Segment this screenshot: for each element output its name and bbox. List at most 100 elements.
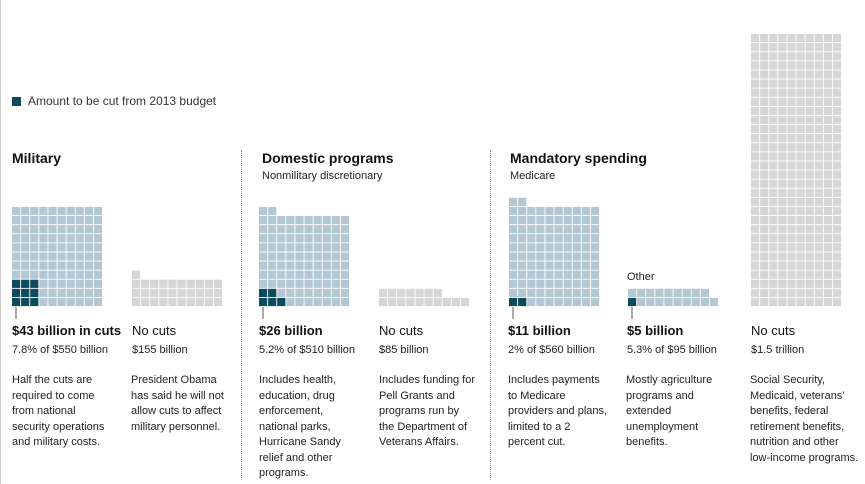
budget-square: [832, 252, 842, 261]
budget-square: [769, 170, 778, 179]
budget-square: [769, 179, 778, 188]
budget-square: [213, 297, 223, 307]
budget-square: [769, 70, 778, 79]
waffle-other: [628, 288, 719, 319]
budget-square: [769, 97, 778, 106]
budget-square: [823, 297, 832, 307]
budget-square: [518, 216, 527, 225]
budget-square: [527, 225, 536, 234]
budget-square: [509, 225, 518, 234]
budget-square: [304, 225, 313, 234]
budget-square: [545, 297, 554, 307]
budget-square: [760, 115, 769, 125]
budget-square: [823, 179, 832, 188]
budget-square: [814, 206, 823, 216]
desc-other: Mostly agriculture programs and extended u…: [626, 374, 713, 448]
budget-square: [769, 197, 778, 206]
budget-square: [277, 234, 286, 243]
budget-square: [778, 252, 787, 261]
budget-square: [554, 261, 563, 270]
budget-square: [295, 243, 304, 252]
budget-square: [778, 225, 787, 234]
budget-square: [313, 288, 322, 297]
budget-square: [21, 206, 30, 216]
amount-domestic-other: No cuts: [379, 323, 424, 338]
budget-square: [769, 252, 778, 261]
cut-square: [12, 288, 21, 297]
budget-square: [796, 152, 805, 161]
budget-square: [760, 288, 769, 297]
budget-square: [331, 216, 340, 225]
budget-square: [655, 297, 664, 307]
budget-square: [259, 252, 268, 261]
budget-square: [760, 143, 769, 152]
budget-square: [545, 225, 554, 234]
budget-square: [796, 161, 805, 170]
budget-square: [295, 261, 304, 270]
budget-square: [75, 261, 84, 270]
budget-square: [778, 188, 787, 197]
budget-square: [75, 252, 84, 261]
budget-square: [814, 243, 823, 252]
budget-square: [805, 52, 814, 61]
budget-square: [304, 216, 313, 225]
budget-square: [195, 288, 204, 297]
cut-square: [12, 297, 21, 307]
budget-square: [760, 88, 769, 97]
budget-square: [787, 106, 796, 115]
budget-square: [545, 270, 554, 279]
budget-square: [760, 234, 769, 243]
budget-square: [536, 216, 545, 225]
budget-square: [57, 270, 66, 279]
budget-square: [21, 270, 30, 279]
budget-square: [691, 297, 700, 307]
budget-square: [832, 79, 842, 88]
budget-square: [21, 252, 30, 261]
budget-square: [84, 297, 93, 307]
amount-other: $5 billion: [627, 323, 684, 338]
budget-square: [527, 297, 536, 307]
budget-square: [581, 252, 590, 261]
budget-square: [751, 152, 760, 161]
budget-square: [787, 161, 796, 170]
budget-square: [48, 270, 57, 279]
budget-square: [796, 125, 805, 134]
budget-square: [778, 52, 787, 61]
budget-square: [796, 106, 805, 115]
budget-square: [30, 225, 39, 234]
budget-square: [778, 61, 787, 70]
budget-square: [268, 234, 277, 243]
budget-square: [132, 297, 141, 307]
budget-square: [563, 279, 572, 288]
budget-square: [259, 243, 268, 252]
budget-square: [778, 88, 787, 97]
budget-square: [57, 297, 66, 307]
budget-square: [66, 279, 75, 288]
budget-square: [195, 279, 204, 288]
budget-square: [545, 279, 554, 288]
budget-square: [664, 288, 673, 297]
budget-square: [796, 79, 805, 88]
budget-square: [823, 97, 832, 106]
section-title-mandatory: Mandatory spending: [510, 150, 647, 166]
amount-domestic: $26 billion: [259, 323, 323, 338]
budget-square: [760, 206, 769, 216]
budget-square: [787, 134, 796, 143]
budget-square: [536, 252, 545, 261]
budget-square: [340, 234, 350, 243]
budget-square: [805, 43, 814, 52]
budget-square: [814, 143, 823, 152]
budget-square: [769, 297, 778, 307]
budget-square: [21, 243, 30, 252]
budget-square: [805, 115, 814, 125]
budget-square: [787, 288, 796, 297]
budget-square: [277, 279, 286, 288]
budget-square: [823, 206, 832, 216]
budget-square: [796, 97, 805, 106]
budget-square: [805, 97, 814, 106]
budget-square: [787, 125, 796, 134]
budget-square: [39, 234, 48, 243]
budget-square: [832, 143, 842, 152]
budget-square: [805, 61, 814, 70]
budget-square: [814, 134, 823, 143]
